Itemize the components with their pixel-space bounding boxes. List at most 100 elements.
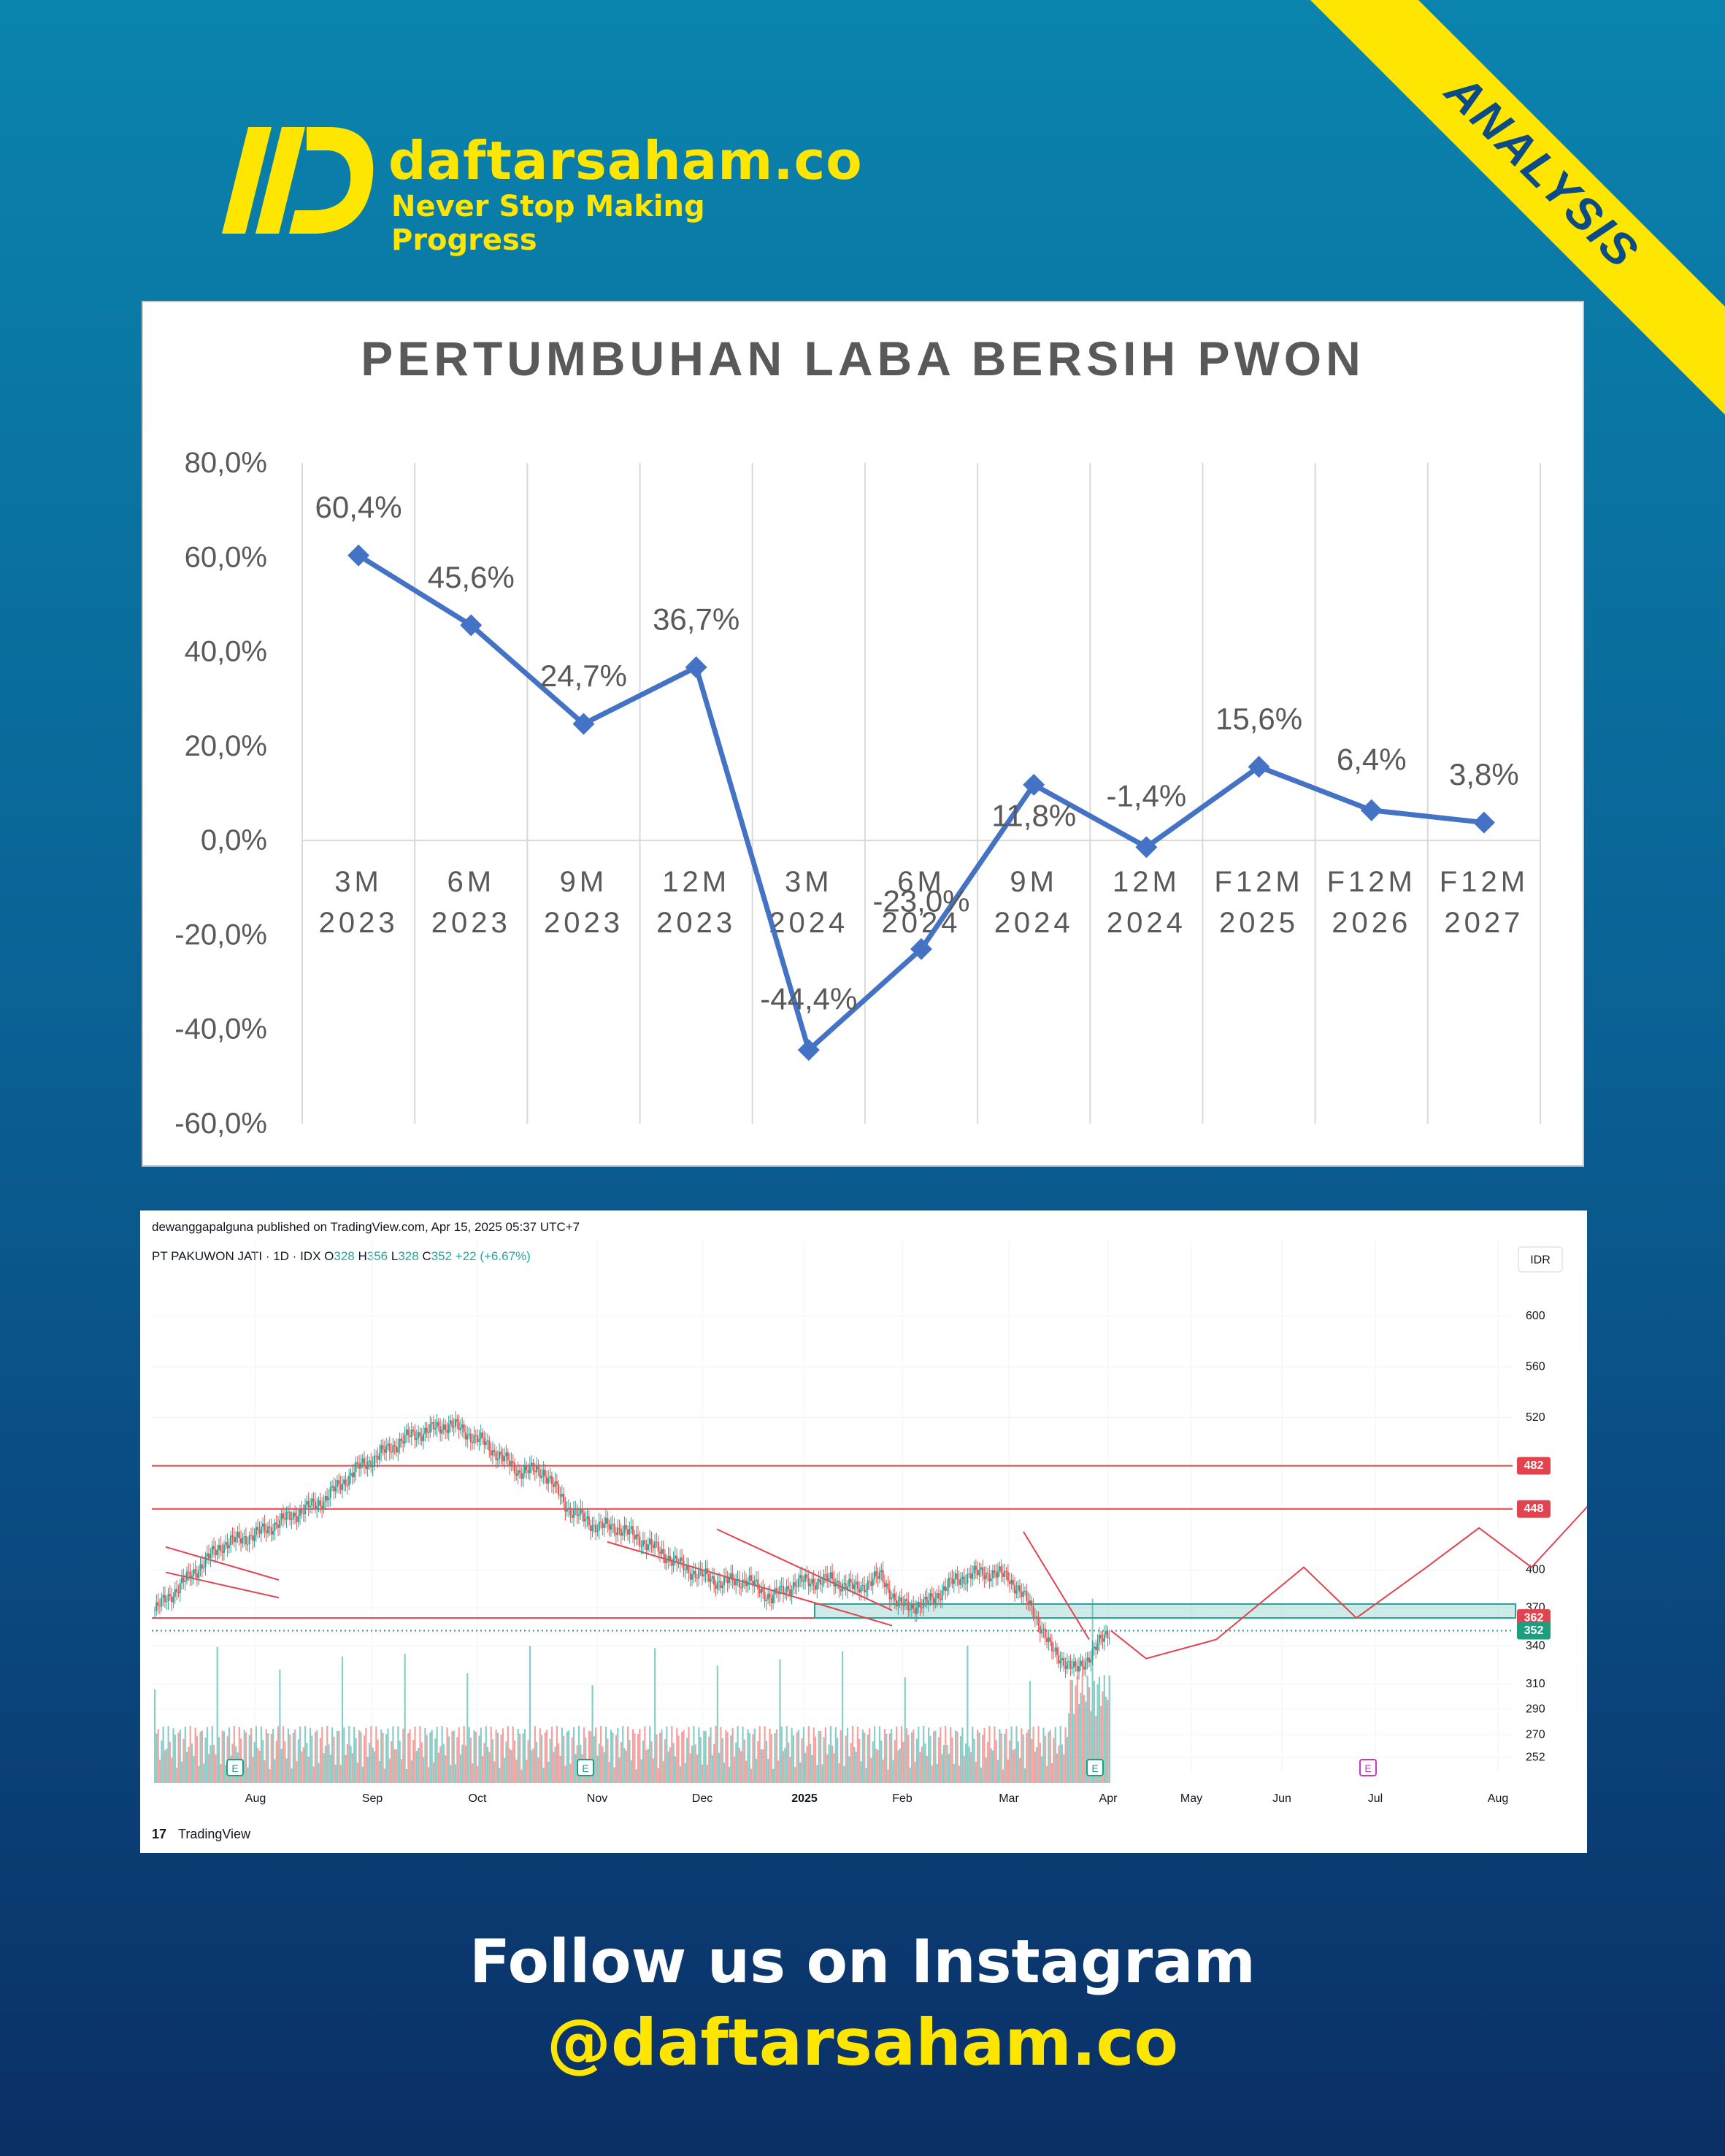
x-tick-label: 6M 2023 (431, 866, 511, 939)
candle-body (237, 1532, 239, 1538)
volume-bar (393, 1749, 396, 1783)
volume-bar (977, 1730, 979, 1783)
candle-body (629, 1529, 631, 1535)
volume-bar (571, 1737, 573, 1783)
candle-body (858, 1589, 861, 1593)
candle-body (216, 1549, 218, 1556)
candle-body (693, 1570, 695, 1575)
candle-body (870, 1581, 872, 1586)
trendline (165, 1546, 280, 1581)
volume-bar (953, 1763, 955, 1783)
candle-body (604, 1517, 607, 1524)
candle-body (580, 1508, 582, 1515)
volume-bar (689, 1753, 691, 1783)
candle-body (265, 1531, 267, 1534)
time-tick-label: Jun (1272, 1792, 1291, 1805)
x-tick-label: 3M 2023 (319, 866, 399, 939)
candle-body (292, 1512, 294, 1519)
candle-body (669, 1555, 672, 1562)
volume-bar (1093, 1681, 1096, 1783)
volume-bar (527, 1740, 529, 1783)
candle-body (593, 1524, 595, 1526)
candle-body (726, 1577, 729, 1584)
volume-bar (940, 1727, 942, 1783)
candle-body (873, 1571, 876, 1579)
volume-bar (189, 1726, 191, 1783)
candle-body (567, 1508, 570, 1510)
candle-body (225, 1542, 227, 1545)
candle-body (275, 1522, 277, 1525)
candle-body (676, 1555, 678, 1563)
y-tick-label: 40,0% (185, 636, 267, 668)
volume-bar (513, 1740, 516, 1783)
candle-body (753, 1580, 756, 1587)
candle-body (1026, 1590, 1028, 1601)
candle-body (1056, 1647, 1059, 1655)
volume-bar (446, 1727, 448, 1783)
candle-body (961, 1576, 964, 1579)
volume-bar (500, 1734, 502, 1783)
candle-body (622, 1532, 624, 1536)
volume-bar (447, 1736, 450, 1783)
candle-body (615, 1532, 617, 1535)
volume-bar (913, 1730, 915, 1783)
volume-bar (701, 1764, 704, 1783)
volume-bar (604, 1727, 607, 1783)
candle-body (620, 1528, 622, 1536)
candle-body (350, 1473, 352, 1476)
candle-body (366, 1462, 369, 1469)
candle-body (731, 1573, 734, 1581)
candle-body (564, 1502, 566, 1512)
candle-body (594, 1524, 597, 1532)
candle-body (743, 1579, 745, 1581)
candle-body (162, 1595, 164, 1598)
candle-body (264, 1523, 266, 1532)
last-price-label: 352 (1524, 1624, 1544, 1637)
volume-bar (824, 1727, 827, 1783)
candle-body (226, 1542, 228, 1549)
candle-body (207, 1553, 210, 1559)
candle-body (476, 1435, 479, 1443)
volume-bar (613, 1767, 615, 1783)
candle-body (699, 1569, 702, 1570)
instagram-handle[interactable]: @daftarsaham.co (546, 2005, 1179, 2080)
candle-body (828, 1578, 830, 1581)
candle-body (811, 1578, 813, 1584)
volume-bar (373, 1751, 376, 1783)
candle-body (419, 1432, 421, 1437)
volume-bar (731, 1727, 734, 1783)
brand-logo: daftarsaham.co Never Stop Making Progres… (219, 124, 862, 257)
volume-bar (645, 1749, 648, 1783)
volume-bar (323, 1753, 325, 1783)
volume-bar (291, 1768, 293, 1783)
volume-bar (987, 1741, 989, 1783)
volume-bar (312, 1766, 315, 1783)
volume-bar (688, 1727, 690, 1783)
volume-bar (248, 1735, 250, 1783)
candle-body (218, 1545, 220, 1550)
earnings-marker (577, 1759, 594, 1776)
volume-bar (423, 1757, 425, 1783)
volume-bar (791, 1727, 793, 1783)
candle-body (1032, 1606, 1034, 1617)
candle-body (415, 1438, 418, 1440)
candle-body (459, 1428, 462, 1430)
candle-body (937, 1593, 940, 1599)
candle-body (715, 1584, 717, 1589)
candle-body (787, 1586, 790, 1590)
volume-bar (218, 1737, 220, 1783)
trendline (165, 1571, 280, 1599)
candle-body (302, 1513, 304, 1514)
tradingview-footer: TradingView (178, 1827, 251, 1841)
volume-bar (1081, 1675, 1083, 1783)
volume-bar (161, 1740, 163, 1783)
candle-body (414, 1431, 416, 1440)
volume-bar (718, 1752, 721, 1783)
volume-bar (932, 1731, 935, 1783)
volume-bar (531, 1750, 533, 1783)
volume-bar (397, 1726, 399, 1783)
volume-bar (1056, 1753, 1059, 1783)
volume-bar (764, 1726, 766, 1783)
volume-bar (870, 1758, 872, 1783)
volume-bar (523, 1729, 526, 1783)
